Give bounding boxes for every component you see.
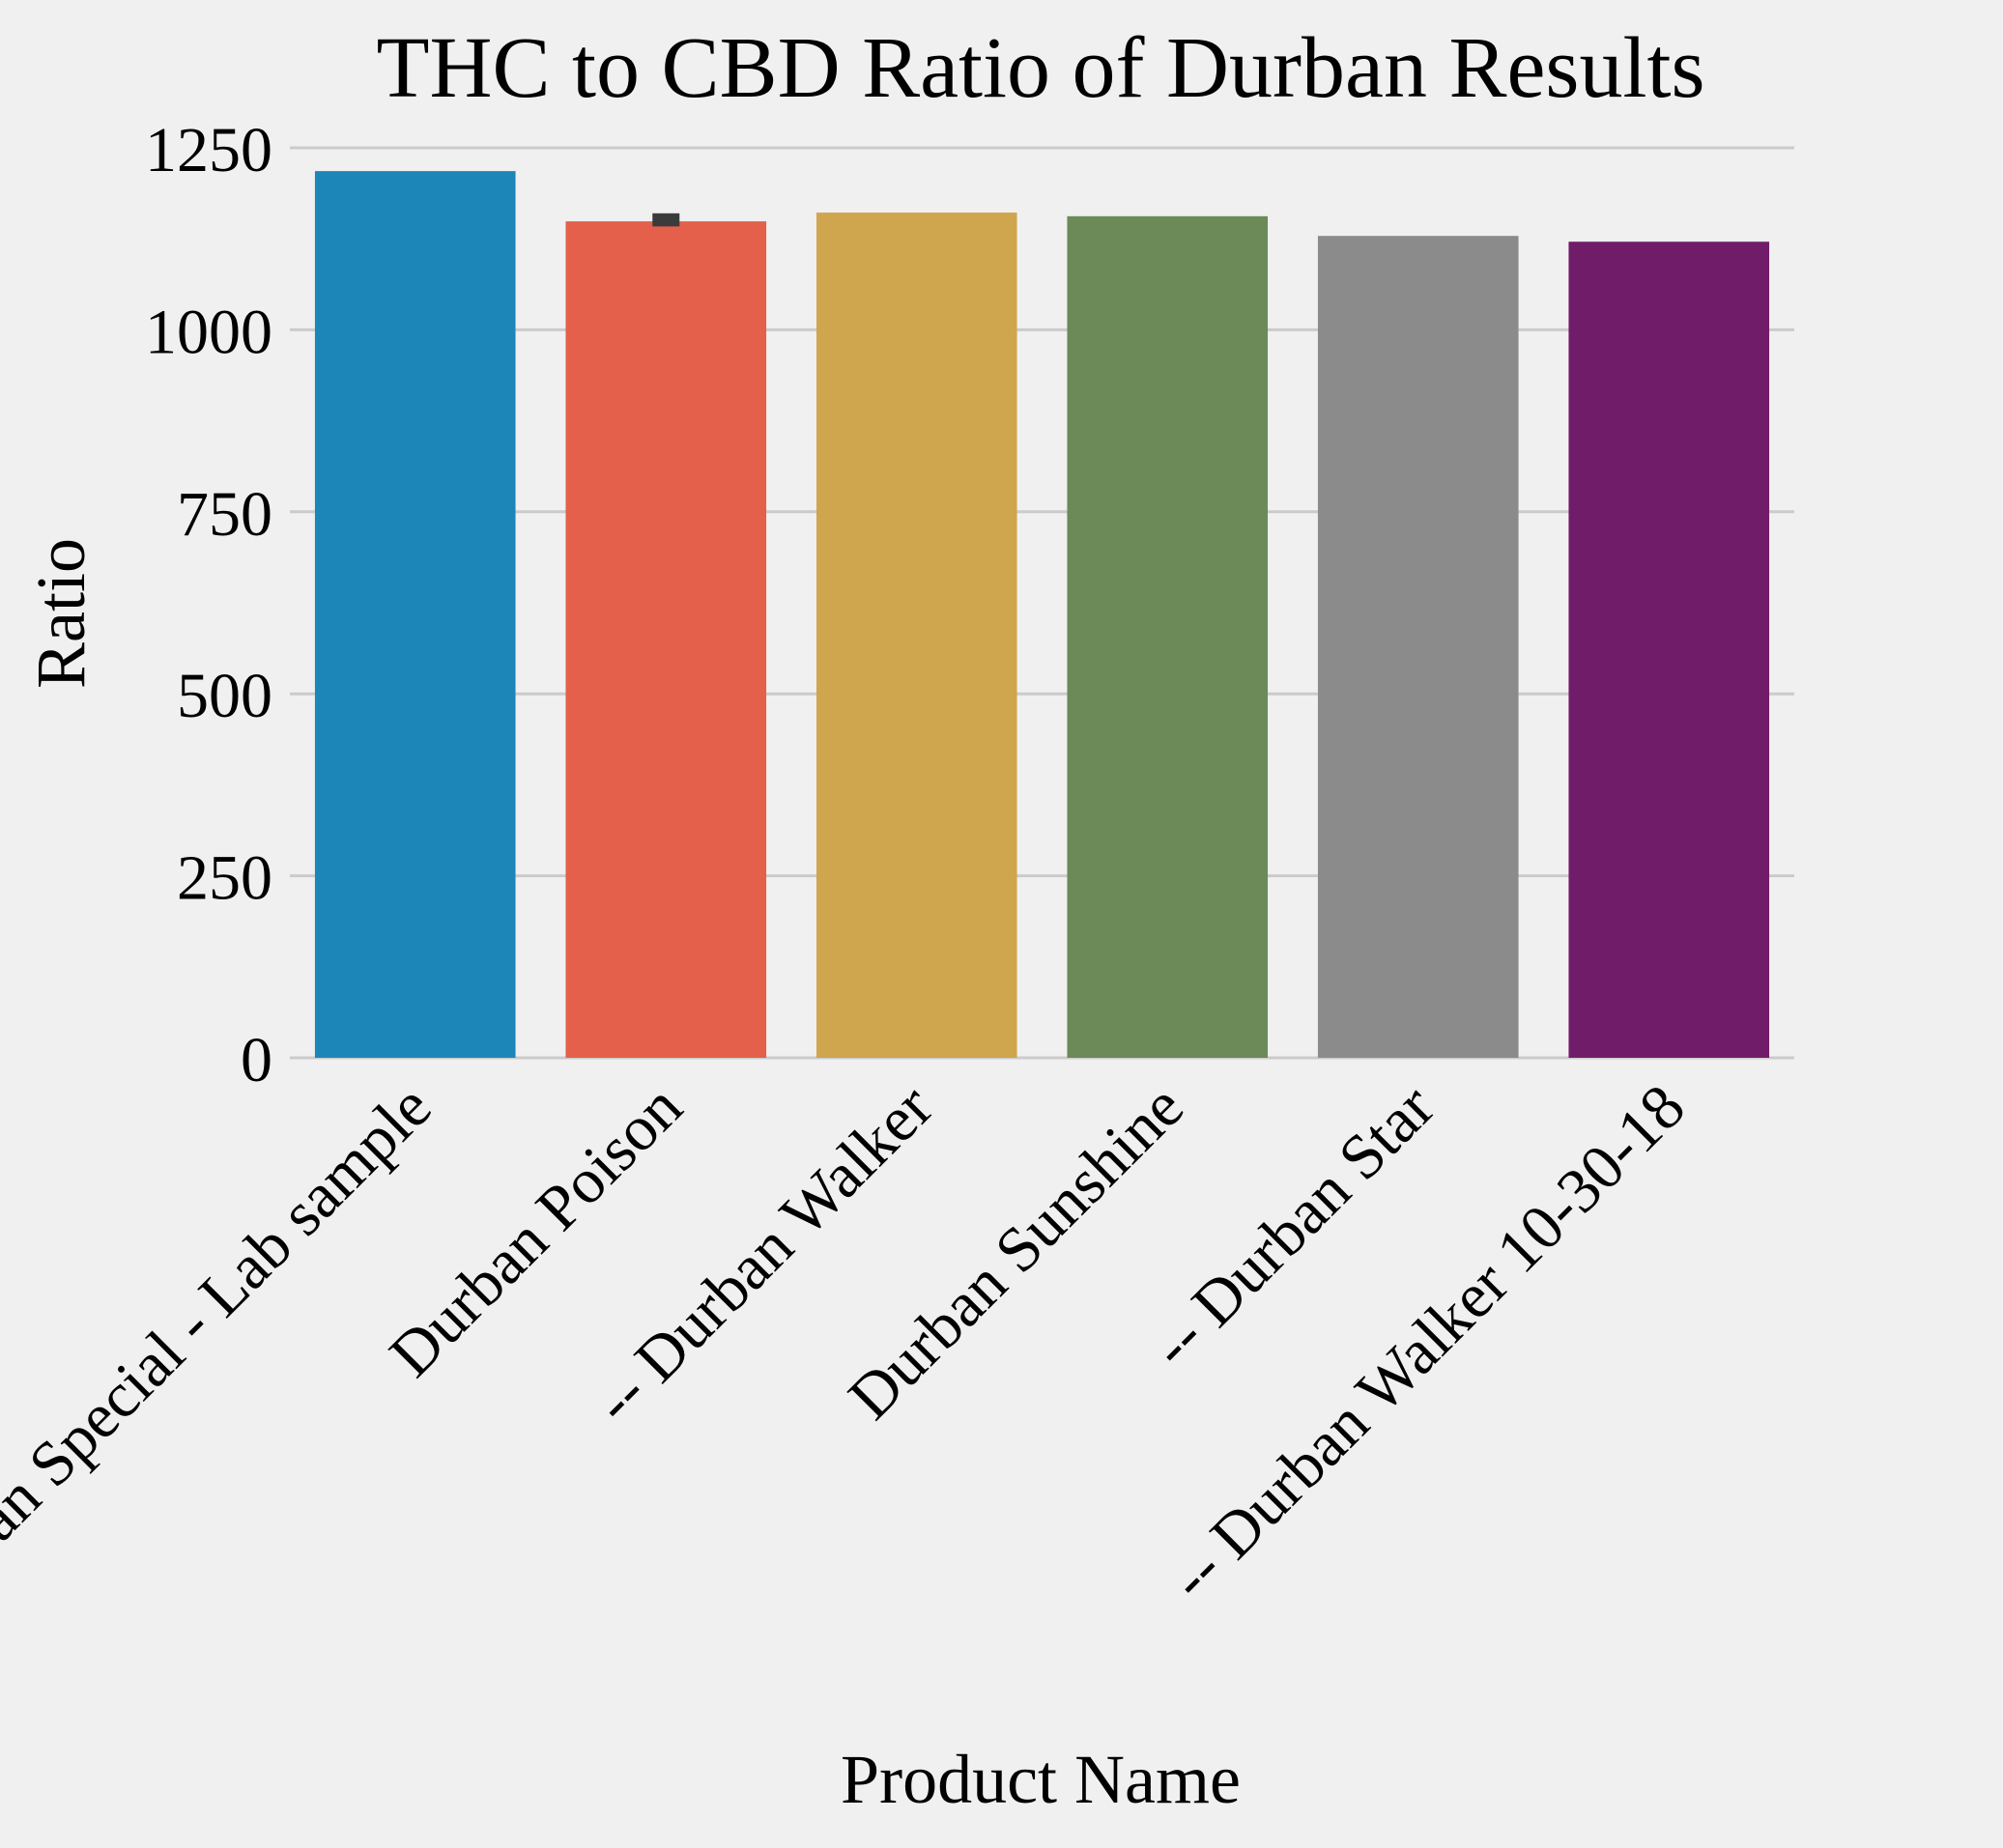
y-tick-labels: 0 250 500 750 1000 1250	[145, 115, 272, 1095]
bar	[314, 171, 516, 1058]
y-tick-label: 750	[177, 479, 272, 550]
y-axis-label: Ratio	[22, 538, 100, 689]
bar	[565, 221, 767, 1059]
y-gridlines	[290, 146, 1794, 1060]
y-tick-label: 500	[177, 661, 272, 731]
y-tick-label: 250	[177, 843, 272, 914]
y-tick-label: 1000	[145, 297, 272, 367]
y-tick-label: 0	[241, 1025, 272, 1095]
chart-title: THC to CBD Ratio of Durban Results	[377, 20, 1705, 116]
error-bars	[652, 213, 680, 227]
y-tick-label: 1250	[145, 115, 272, 185]
error-bar	[652, 213, 680, 227]
x-axis-label: Product Name	[841, 1741, 1241, 1818]
bar	[1317, 236, 1519, 1058]
bar	[1568, 242, 1770, 1058]
bar	[816, 213, 1017, 1058]
bar	[1067, 215, 1269, 1059]
bars	[314, 171, 1770, 1059]
